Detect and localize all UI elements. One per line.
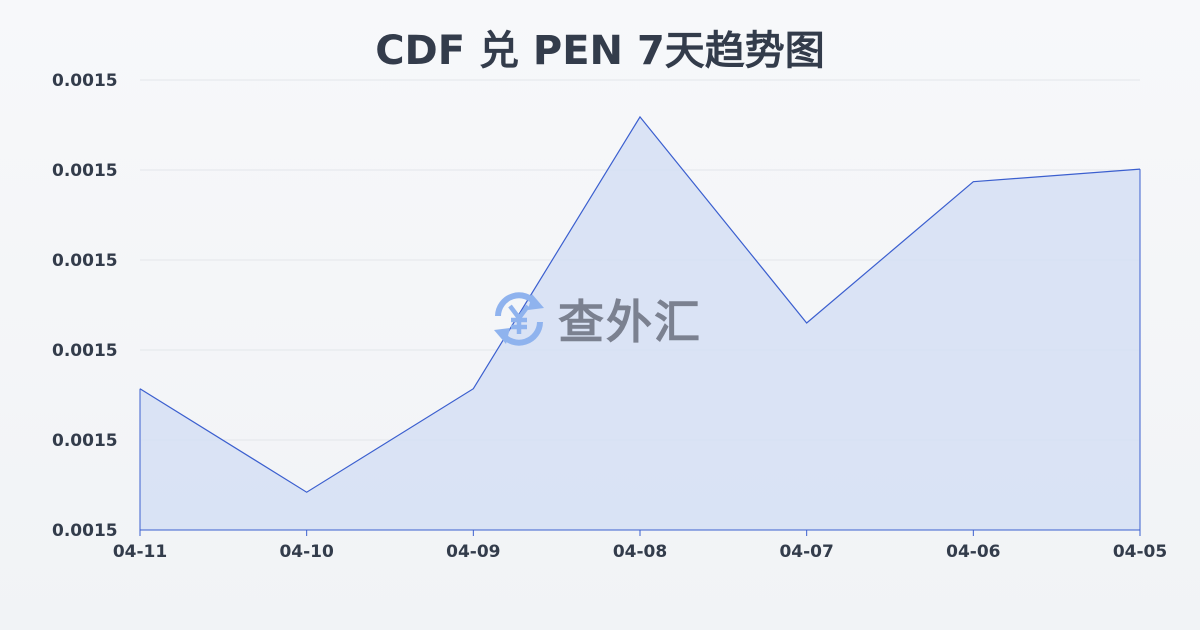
yen-exchange-icon [494,292,544,346]
x-tick-label: 04-05 [1113,542,1167,562]
y-tick-label: 0.0015 [52,521,118,541]
watermark: 查外汇 [488,286,702,352]
chart-title: CDF 兑 PEN 7天趋势图 [375,28,825,74]
x-tick-label: 04-08 [613,542,667,562]
y-tick-label: 0.0015 [52,71,118,91]
x-tick-label: 04-11 [113,542,167,562]
x-tick-label: 04-06 [946,542,1000,562]
x-tick-label: 04-07 [779,542,833,562]
watermark-text: 查外汇 [558,295,702,349]
y-tick-label: 0.0015 [52,341,118,361]
y-tick-label: 0.0015 [52,251,118,271]
x-tick-label: 04-10 [279,542,334,562]
y-tick-label: 0.0015 [52,431,118,451]
x-tick-label: 04-09 [446,542,500,562]
area-fill [140,116,1140,531]
y-tick-label: 0.0015 [52,161,118,181]
